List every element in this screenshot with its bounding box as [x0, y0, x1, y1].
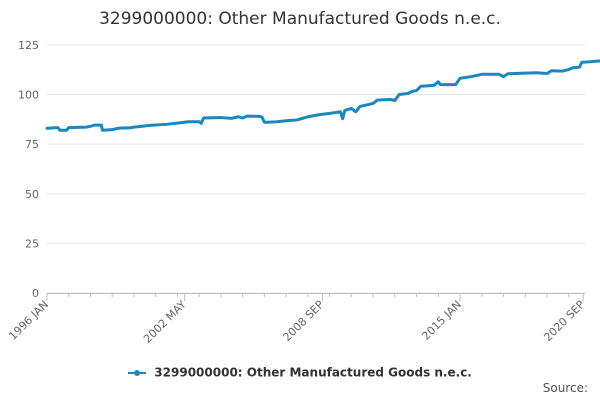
label-layer: 0 25 50 75 100 125 1996 JAN 2002 MAY 2008 SEP 201… — [6, 39, 587, 346]
legend-swatch-icon — [128, 368, 147, 378]
y-tick-label: 75 — [25, 138, 39, 151]
series-line[interactable] — [45, 57, 600, 132]
source-label: Source: — [542, 381, 588, 395]
grid-layer — [47, 44, 585, 294]
x-tick-label: 2020 SEP — [541, 298, 587, 344]
x-tick-label: 2002 MAY — [141, 298, 189, 346]
legend[interactable]: 3299000000: Other Manufactured Goods n.e… — [0, 365, 600, 380]
legend-label: 3299000000: Other Manufactured Goods n.e… — [154, 365, 472, 380]
y-tick-label: 100 — [18, 89, 39, 102]
x-tick-label: 2015 JAN — [419, 298, 464, 343]
axis-layer — [46, 293, 585, 301]
y-tick-label: 50 — [25, 188, 39, 201]
y-tick-label: 125 — [18, 39, 39, 52]
x-tick-label: 2008 SEP — [281, 298, 327, 344]
chart-title: 3299000000: Other Manufactured Goods n.e… — [99, 9, 501, 29]
y-tick-label: 25 — [25, 237, 39, 250]
y-tick-label: 0 — [32, 287, 39, 300]
series-layer — [45, 57, 600, 132]
x-tick-label: 1996 JAN — [6, 298, 51, 343]
